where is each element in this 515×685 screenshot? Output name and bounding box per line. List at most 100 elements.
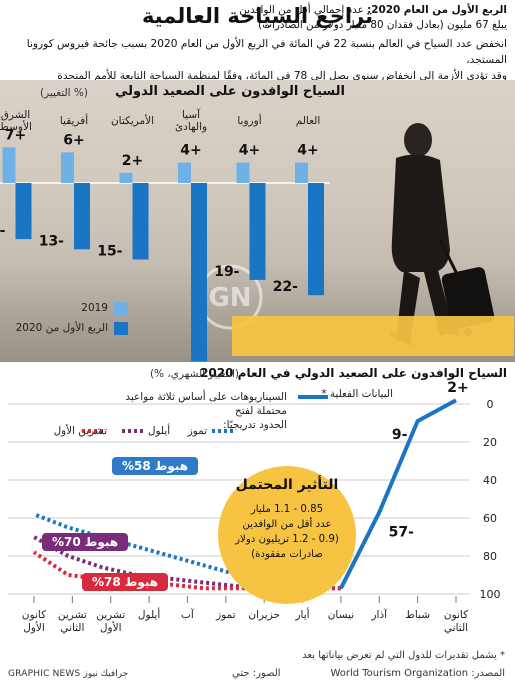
bar-2019: [178, 162, 191, 183]
photo-credit: الصور: جتي: [232, 668, 281, 679]
x-tick-label: تموز: [215, 609, 236, 621]
bar-2020-label: 13-: [39, 233, 64, 249]
x-tick-label: شباط: [405, 609, 430, 621]
scenario-line-1: [33, 535, 341, 591]
y-tick-label: 60: [483, 512, 497, 525]
legend-label-2019: 2019: [81, 302, 108, 314]
impact-line-1: 0.85 - 1.1 مليار: [250, 504, 324, 515]
footnote: * يشمل تقديرات للدول التي لم تعرض بيانات…: [302, 650, 505, 661]
impact-text: 0.85 - 1.1 مليار عدد أقل من الوافدين (0.…: [224, 502, 350, 562]
bar-2019: [2, 147, 16, 183]
page-title: تراجع السياحة العالمية: [141, 4, 374, 28]
scenario-line-0: [33, 512, 341, 591]
bar-chart-subtitle: (% التغيير): [40, 87, 88, 99]
y-tick-label: 80: [483, 550, 497, 563]
x-tick-label: كانون: [22, 609, 46, 621]
bar-2019: [295, 162, 308, 183]
x-tick-label: آذار: [370, 608, 388, 621]
legend-oct-label: تشرين الأول: [53, 425, 107, 437]
x-tick-label: الأول: [23, 621, 45, 634]
bar-2020: [132, 183, 149, 260]
callout-line-2: يبلغ 67 مليون (بعادل فقدان 80 مليار دولا…: [258, 19, 507, 31]
legend-scenarios-note: السيناريوهات على أساس ثلاثة مواعيد محتمل…: [109, 390, 287, 432]
actual-point-label: 2+: [447, 380, 468, 396]
x-tick-label: تشرين: [96, 609, 125, 621]
bar-category-label: الأوسط: [0, 120, 32, 133]
bar-category-label: العالم: [296, 115, 321, 127]
source: المصدر: World Tourism Organization: [330, 668, 505, 679]
scenario-sept-result: هبوط 70%: [42, 533, 129, 551]
bar-2019: [236, 162, 250, 183]
impact-line-2: عدد أقل من الوافدين: [242, 519, 332, 530]
scenario-oct-result: هبوط 78%: [82, 573, 169, 591]
bar-2019: [119, 172, 133, 183]
scenario-july-result: هبوط 58%: [112, 457, 199, 475]
actual-point-label: 9-: [392, 427, 408, 443]
bar-chart: 4+22-العالم4+19-أوروبا4+35-آسياوالهادئ2+…: [0, 108, 330, 362]
y-tick-label: 20: [483, 436, 497, 449]
impact-heading: التأثير المحتمل: [235, 477, 339, 493]
intro-line-2: وقد تؤدي الأزمة إلى انخفاض سنوي يصل إلى …: [57, 70, 507, 82]
legend-swatch-2019: [114, 302, 128, 315]
callout-line-1: عدد إجمالي أقل من الوافدين: [239, 4, 368, 16]
bar-chart-title: السياح الوافدون على الصعيد الدولي: [115, 84, 345, 99]
bar-2019: [61, 152, 74, 183]
y-tick-label: 0: [487, 398, 494, 411]
y-tick-label: 100: [480, 588, 501, 601]
bar-2020: [15, 183, 32, 240]
x-tick-label: تشرين: [58, 609, 87, 621]
impact-line-4: صادرات مفقودة): [251, 549, 323, 560]
intro-text: انخفض عدد السياح في العالم بنسبة 22 في ا…: [8, 36, 507, 84]
bar-category-label: أفريقيا: [60, 113, 88, 127]
y-tick-label: 40: [483, 474, 497, 487]
bar-category-label: الشرق: [1, 109, 30, 121]
bar-2019-label: 4+: [297, 143, 318, 159]
bar-2020: [74, 183, 90, 250]
line-chart-subtitle: (التغيير الشهري، %): [149, 368, 239, 380]
legend-sept-label: أيلول: [148, 425, 171, 437]
x-tick-label: آب: [181, 608, 195, 621]
legend-label-2020: الربع الأول من 2020: [15, 322, 108, 334]
bar-2020-label: 15-: [97, 244, 122, 260]
bar-2020: [308, 183, 324, 296]
bar-category-label: آسيا: [182, 108, 201, 121]
bar-2020: [249, 183, 266, 280]
callout-bold: الربع الأول من العام 2020:: [367, 4, 507, 16]
x-tick-label: نيسان: [328, 609, 354, 621]
actual-line: [339, 398, 457, 590]
bar-category-label: الأمريكتان: [111, 114, 154, 127]
legend-swatch-2020: [114, 322, 128, 335]
impact-line-3: (0.9 - 1.2 تريليون دولار: [235, 534, 339, 545]
x-tick-label: الأول: [100, 621, 122, 634]
bar-2019-label: 4+: [239, 143, 260, 159]
intro-line-1: انخفض عدد السياح في العالم بنسبة 22 في ا…: [26, 38, 507, 66]
bar-2019-label: 7+: [5, 127, 26, 143]
line-chart-title: السياح الوافدون على الصعيد الدولي في الع…: [200, 366, 507, 380]
x-tick-label: أيار: [294, 607, 309, 621]
q1-callout-text: الربع الأول من العام 2020: عدد إجمالي أق…: [235, 3, 507, 33]
legend-actual-label: البيانات الفعلية *: [321, 388, 393, 400]
scenarios-note-line-1: السيناريوهات على أساس ثلاثة مواعيد محتمل…: [125, 391, 287, 417]
bar-2020-label: 22-: [273, 279, 298, 295]
scenarios-note-line-2: الحدود تدريجيًا:: [223, 419, 287, 431]
bar-2019-label: 4+: [180, 143, 201, 159]
line-chart: 020406080100كانونالثانيشباطآذارنيسانأيار…: [8, 380, 501, 634]
brand-credit: GRAPHIC NEWS جرافيك نيوز: [8, 669, 129, 679]
bar-2020-label: 11-: [0, 223, 6, 239]
q1-callout: [232, 316, 514, 356]
svg-text:GN: GN: [208, 283, 251, 313]
x-tick-label: كانون: [444, 609, 468, 621]
traveler-silhouette: [390, 123, 495, 346]
bar-2020-label: 19-: [214, 264, 239, 280]
impact-bubble: [218, 466, 356, 604]
bar-2019-label: 2+: [122, 153, 143, 169]
x-tick-label: الثاني: [60, 622, 84, 634]
x-tick-label: الثاني: [444, 622, 468, 634]
actual-point-label: 57-: [389, 524, 414, 540]
x-tick-label: أيلول: [138, 607, 160, 621]
bar-2020: [191, 183, 207, 362]
bar-2019-label: 6+: [63, 132, 84, 148]
bar-category-label: أوروبا: [237, 113, 261, 127]
bar-category-label: والهادئ: [175, 121, 207, 133]
legend-july-label: تموز: [187, 425, 207, 437]
